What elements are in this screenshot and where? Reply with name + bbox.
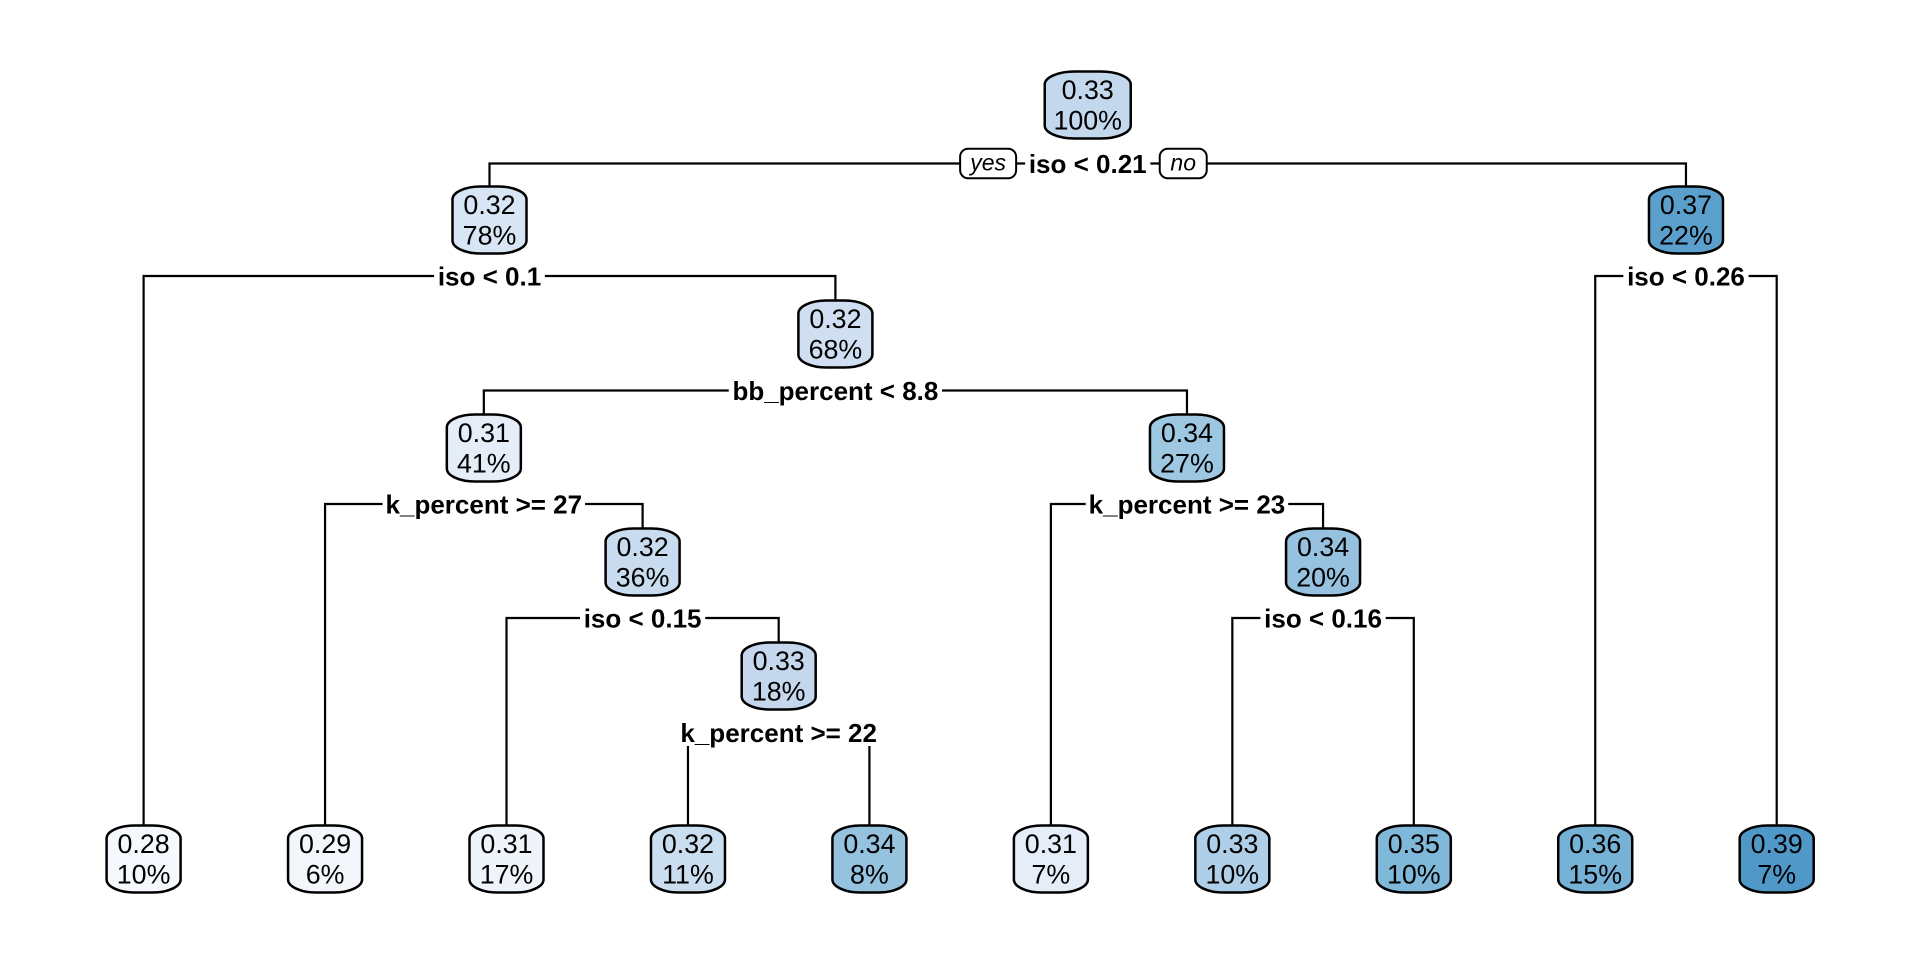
svg-text:18%: 18% xyxy=(752,677,806,707)
svg-text:0.32: 0.32 xyxy=(617,532,669,562)
svg-text:k_percent >= 22: k_percent >= 22 xyxy=(680,718,877,748)
svg-text:36%: 36% xyxy=(616,563,670,593)
svg-text:78%: 78% xyxy=(463,221,517,251)
svg-text:0.34: 0.34 xyxy=(1161,418,1213,448)
svg-text:0.32: 0.32 xyxy=(662,829,714,859)
svg-text:0.32: 0.32 xyxy=(463,190,515,220)
svg-text:no: no xyxy=(1170,150,1196,176)
svg-text:iso < 0.16: iso < 0.16 xyxy=(1264,604,1382,634)
svg-text:8%: 8% xyxy=(850,860,889,890)
svg-text:22%: 22% xyxy=(1659,221,1713,251)
svg-text:yes: yes xyxy=(968,150,1006,176)
svg-text:0.39: 0.39 xyxy=(1751,829,1803,859)
svg-text:17%: 17% xyxy=(480,860,534,890)
svg-text:0.31: 0.31 xyxy=(1025,829,1077,859)
svg-text:0.31: 0.31 xyxy=(458,418,510,448)
svg-text:iso < 0.26: iso < 0.26 xyxy=(1627,262,1745,292)
svg-text:0.28: 0.28 xyxy=(118,829,170,859)
svg-text:15%: 15% xyxy=(1568,860,1622,890)
svg-text:0.37: 0.37 xyxy=(1660,190,1712,220)
svg-text:11%: 11% xyxy=(662,860,714,890)
svg-text:k_percent >= 23: k_percent >= 23 xyxy=(1089,490,1286,520)
svg-text:100%: 100% xyxy=(1053,106,1122,136)
svg-text:iso < 0.21: iso < 0.21 xyxy=(1029,149,1147,179)
svg-text:iso < 0.1: iso < 0.1 xyxy=(438,262,541,292)
svg-text:7%: 7% xyxy=(1032,860,1071,890)
svg-text:0.33: 0.33 xyxy=(1206,829,1258,859)
svg-text:10%: 10% xyxy=(117,860,171,890)
svg-text:0.34: 0.34 xyxy=(843,829,895,859)
svg-text:0.34: 0.34 xyxy=(1297,532,1349,562)
svg-text:0.35: 0.35 xyxy=(1388,829,1440,859)
svg-text:iso < 0.15: iso < 0.15 xyxy=(584,604,702,634)
svg-text:0.33: 0.33 xyxy=(1062,75,1114,105)
svg-text:0.29: 0.29 xyxy=(299,829,351,859)
svg-text:0.31: 0.31 xyxy=(480,829,532,859)
svg-text:0.33: 0.33 xyxy=(753,646,805,676)
svg-text:20%: 20% xyxy=(1296,563,1350,593)
svg-text:0.36: 0.36 xyxy=(1569,829,1621,859)
svg-text:10%: 10% xyxy=(1206,860,1260,890)
svg-text:bb_percent < 8.8: bb_percent < 8.8 xyxy=(732,376,938,406)
svg-text:41%: 41% xyxy=(457,449,511,479)
svg-text:10%: 10% xyxy=(1387,860,1441,890)
svg-text:7%: 7% xyxy=(1757,860,1796,890)
svg-text:k_percent >= 27: k_percent >= 27 xyxy=(386,490,583,520)
svg-text:27%: 27% xyxy=(1160,449,1214,479)
svg-text:0.32: 0.32 xyxy=(809,304,861,334)
svg-text:68%: 68% xyxy=(809,335,863,365)
svg-text:6%: 6% xyxy=(306,860,345,890)
